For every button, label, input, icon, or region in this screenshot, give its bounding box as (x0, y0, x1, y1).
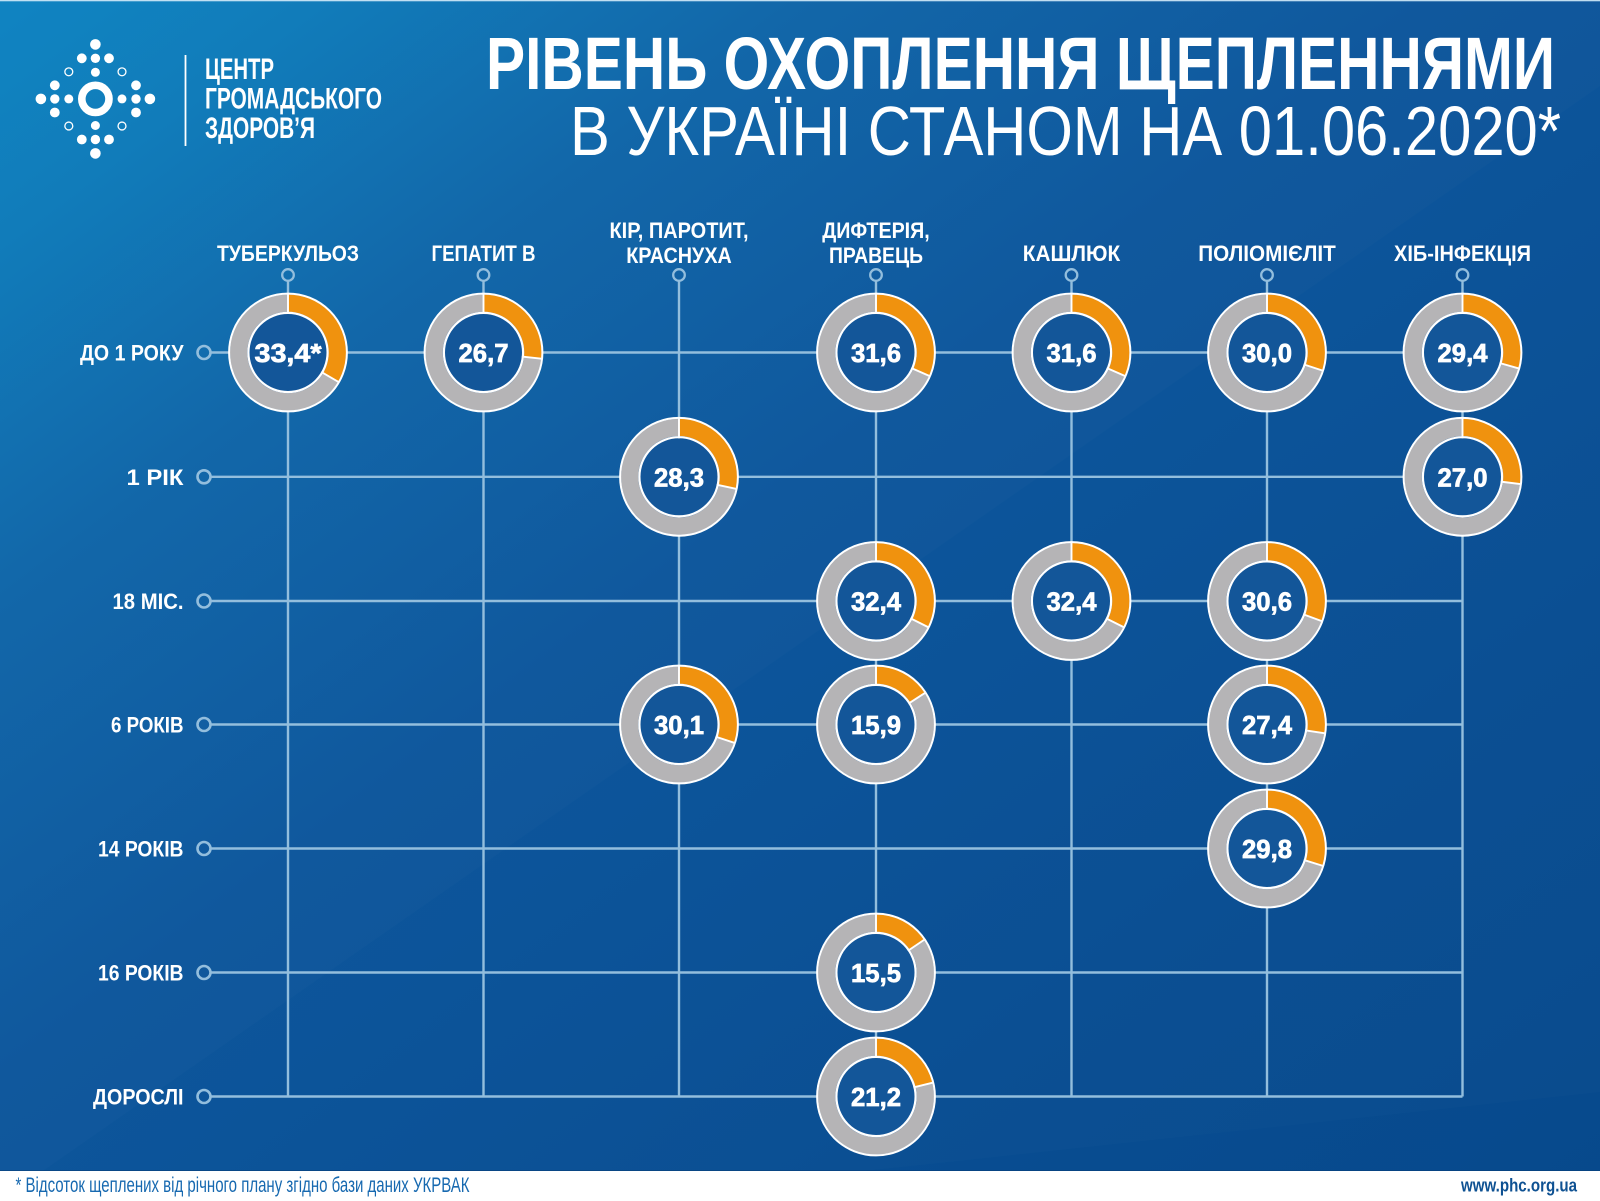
svg-text:33,4*: 33,4* (255, 340, 322, 368)
svg-text:ДОРОСЛІ: ДОРОСЛІ (93, 1085, 184, 1110)
svg-text:ГРОМАДСЬКОГО: ГРОМАДСЬКОГО (205, 83, 382, 116)
svg-text:ХІБ-ІНФЕКЦІЯ: ХІБ-ІНФЕКЦІЯ (1394, 241, 1531, 266)
svg-text:27,4: 27,4 (1242, 712, 1293, 740)
svg-text:КРАСНУХА: КРАСНУХА (626, 243, 732, 268)
svg-text:КІР, ПАРОТИТ,: КІР, ПАРОТИТ, (610, 218, 749, 243)
svg-text:ГЕПАТИТ В: ГЕПАТИТ В (432, 241, 536, 266)
svg-text:30,1: 30,1 (654, 712, 704, 740)
svg-text:15,5: 15,5 (851, 960, 901, 988)
svg-text:27,0: 27,0 (1438, 465, 1488, 493)
svg-text:29,8: 29,8 (1242, 836, 1292, 864)
svg-text:18 МІС.: 18 МІС. (113, 589, 184, 614)
svg-text:32,4: 32,4 (851, 589, 902, 617)
svg-text:ДИФТЕРІЯ,: ДИФТЕРІЯ, (822, 218, 930, 243)
svg-text:6 РОКІВ: 6 РОКІВ (111, 713, 184, 738)
svg-text:28,3: 28,3 (654, 465, 704, 493)
svg-text:www.phc.org.ua: www.phc.org.ua (1460, 1176, 1578, 1196)
svg-text:21,2: 21,2 (851, 1084, 901, 1112)
svg-text:ПОЛІОМІЄЛІТ: ПОЛІОМІЄЛІТ (1198, 241, 1336, 266)
svg-text:30,6: 30,6 (1242, 589, 1292, 617)
svg-text:ЦЕНТР: ЦЕНТР (205, 53, 274, 86)
svg-text:ПРАВЕЦЬ: ПРАВЕЦЬ (829, 243, 923, 268)
svg-text:В УКРАЇНІ СТАНОМ НА 01.06.2020: В УКРАЇНІ СТАНОМ НА 01.06.2020* (570, 92, 1561, 170)
svg-text:КАШЛЮК: КАШЛЮК (1023, 241, 1121, 266)
svg-text:* Відсоток щеплених від річног: * Відсоток щеплених від річного плану зг… (16, 1174, 471, 1197)
svg-text:26,7: 26,7 (459, 340, 509, 368)
svg-text:15,9: 15,9 (851, 712, 901, 740)
svg-text:30,0: 30,0 (1242, 340, 1292, 368)
svg-text:1 РІК: 1 РІК (127, 465, 184, 490)
svg-text:РІВЕНЬ ОХОПЛЕННЯ ЩЕПЛЕННЯМИ: РІВЕНЬ ОХОПЛЕННЯ ЩЕПЛЕННЯМИ (486, 22, 1555, 105)
svg-text:ДО 1 РОКУ: ДО 1 РОКУ (80, 341, 184, 366)
svg-text:ТУБЕРКУЛЬОЗ: ТУБЕРКУЛЬОЗ (217, 241, 359, 266)
svg-text:31,6: 31,6 (851, 340, 901, 368)
svg-text:32,4: 32,4 (1047, 589, 1098, 617)
svg-text:29,4: 29,4 (1438, 340, 1489, 368)
svg-text:31,6: 31,6 (1047, 340, 1097, 368)
svg-text:14 РОКІВ: 14 РОКІВ (98, 837, 184, 862)
svg-text:ЗДОРОВ’Я: ЗДОРОВ’Я (205, 112, 315, 145)
svg-text:16 РОКІВ: 16 РОКІВ (98, 961, 184, 986)
